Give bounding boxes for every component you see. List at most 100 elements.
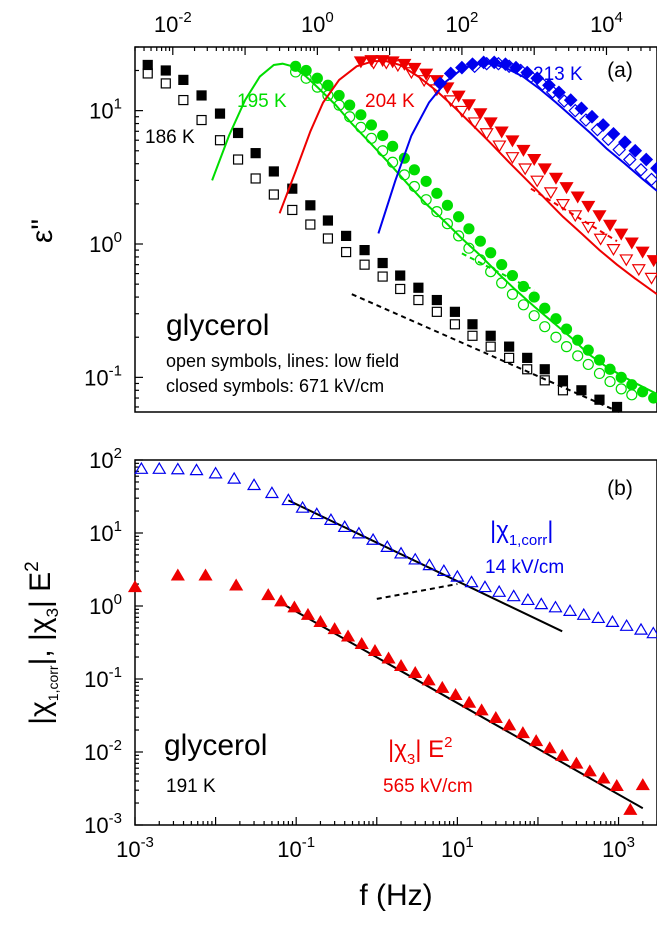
closed-symbol [563,93,578,107]
data-point [408,666,423,679]
open-symbol [504,352,515,363]
open-symbol [142,68,153,79]
open-symbol [496,277,508,289]
panel-b-label: (b) [607,477,633,500]
panel-b-plot-area [127,461,657,815]
series-curve [377,62,657,234]
closed-symbol [548,172,564,185]
open-symbol [550,331,562,343]
data-point [605,615,620,627]
open-symbol [604,375,616,388]
closed-symbol [344,99,356,111]
closed-symbol [624,237,639,250]
data-point [591,611,606,624]
open-symbol [557,385,569,396]
open-symbol [593,233,608,246]
panel-a-note-2: closed symbols: 671 kV/cm [166,376,384,396]
open-symbol [612,142,627,157]
closed-symbol [636,386,649,398]
closed-symbol [196,90,207,101]
closed-symbol [322,79,334,91]
closed-symbol [160,65,171,76]
closed-symbol [474,235,486,247]
closed-symbol [485,330,496,341]
closed-symbol [461,99,476,112]
closed-symbol [559,182,574,195]
closed-symbol [333,89,345,102]
closed-symbol [465,57,480,72]
series-label-186k: 186 K [145,127,195,148]
series-dashed-line [351,293,620,413]
y-tick-label: 101 [89,518,122,546]
open-symbol [506,288,519,300]
open-symbol [568,210,583,223]
panel-a-sample-label: glycerol [166,309,269,342]
data-point [300,607,316,620]
panel-a-ylabel: ε" [26,219,59,243]
data-point [327,622,342,635]
data-point [474,703,489,716]
panel-a-frame [134,46,657,413]
closed-symbol [377,257,388,269]
closed-symbol [449,306,461,317]
open-symbol [250,173,261,184]
open-symbol [395,283,406,295]
closed-symbol [585,109,599,124]
closed-symbol [311,72,323,84]
closed-symbol [142,59,153,71]
data-point [464,575,479,588]
data-point [227,471,242,484]
data-point [354,636,369,649]
data-point [208,466,223,479]
data-point [488,711,503,724]
closed-symbol [487,55,502,70]
closed-symbol [407,62,422,75]
closed-symbol [552,85,566,100]
data-point [340,629,356,642]
open-symbol [517,299,530,311]
open-symbol [214,135,226,146]
series-label-195k: 195 K [237,91,287,112]
panel-a-note-1: open symbols, lines: low field [166,351,399,371]
open-symbol [644,272,657,285]
series-label-213k: 213 K [533,64,583,85]
data-point [569,756,584,769]
panel-b-series2-field: 565 kV/cm [383,776,473,797]
closed-symbol [530,71,545,86]
closed-symbol [453,211,465,223]
closed-symbol [250,148,261,159]
y-tick-label: 100 [89,229,122,257]
data-point [422,558,437,571]
series-curve [211,62,657,395]
closed-symbol [420,175,432,187]
closed-symbol [413,282,424,293]
closed-symbol [300,64,312,77]
open-symbol [232,154,244,165]
closed-symbol [431,294,442,306]
closed-symbol [505,135,520,148]
data-point [542,741,557,754]
data-point [229,578,244,591]
open-symbol [606,244,621,257]
open-symbol [634,162,648,177]
fit-dashed-line [376,583,458,600]
open-symbol [593,367,606,380]
closed-symbol [509,60,523,75]
data-point [515,726,530,739]
open-symbol [522,364,533,375]
closed-symbol [287,183,298,194]
open-symbol [505,152,520,165]
data-point [619,618,634,631]
y-tick-label: 10-1 [84,362,122,390]
closed-symbol [516,144,531,157]
data-point [287,600,302,613]
closed-symbol [419,68,434,81]
panel-b-sample-label: glycerol [164,729,267,762]
closed-symbol [646,255,657,268]
data-point [313,615,328,627]
y-tick-label: 101 [89,96,122,124]
data-point [381,651,396,664]
y-tick-label: 10-3 [84,810,122,838]
